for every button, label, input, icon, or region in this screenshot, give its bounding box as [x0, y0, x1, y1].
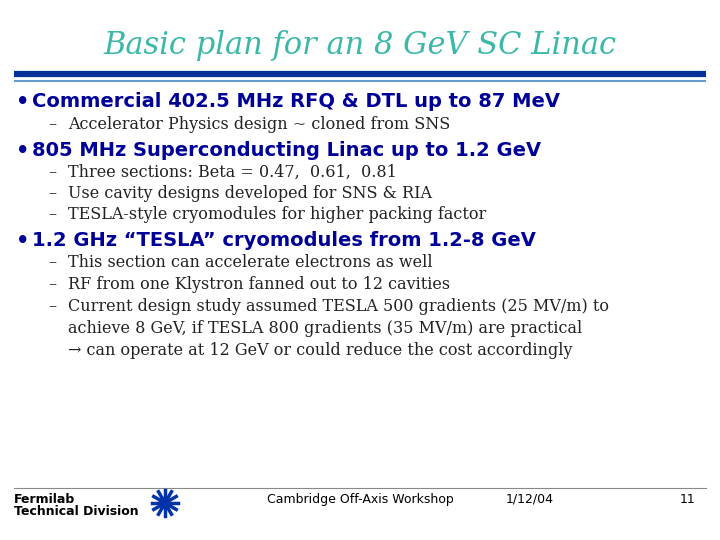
Text: TESLA-style cryomodules for higher packing factor: TESLA-style cryomodules for higher packi… [68, 206, 486, 223]
Text: Current design study assumed TESLA 500 gradients (25 MV/m) to
achieve 8 GeV, if : Current design study assumed TESLA 500 g… [68, 298, 609, 360]
Text: 805 MHz Superconducting Linac up to 1.2 GeV: 805 MHz Superconducting Linac up to 1.2 … [32, 140, 541, 159]
Text: –: – [48, 185, 56, 202]
Text: Technical Division: Technical Division [14, 505, 139, 518]
Text: Cambridge Off-Axis Workshop: Cambridge Off-Axis Workshop [266, 493, 454, 506]
Text: This section can accelerate electrons as well: This section can accelerate electrons as… [68, 254, 433, 272]
Text: RF from one Klystron fanned out to 12 cavities: RF from one Klystron fanned out to 12 ca… [68, 276, 450, 293]
Text: –: – [48, 206, 56, 223]
Text: Fermilab: Fermilab [14, 493, 76, 506]
Text: –: – [48, 116, 56, 133]
Text: 1.2 GHz “TESLA” cryomodules from 1.2-8 GeV: 1.2 GHz “TESLA” cryomodules from 1.2-8 G… [32, 231, 536, 249]
Text: –: – [48, 298, 56, 315]
Text: 11: 11 [679, 493, 695, 506]
Text: –: – [48, 164, 56, 181]
Text: –: – [48, 254, 56, 272]
Text: •: • [16, 231, 30, 251]
Text: –: – [48, 276, 56, 293]
Text: Basic plan for an 8 GeV SC Linac: Basic plan for an 8 GeV SC Linac [104, 30, 616, 61]
Text: •: • [16, 92, 30, 112]
Text: Commercial 402.5 MHz RFQ & DTL up to 87 MeV: Commercial 402.5 MHz RFQ & DTL up to 87 … [32, 92, 560, 111]
Text: 1/12/04: 1/12/04 [506, 493, 554, 506]
Text: •: • [16, 140, 30, 160]
Text: Three sections: Beta = 0.47,  0.61,  0.81: Three sections: Beta = 0.47, 0.61, 0.81 [68, 164, 397, 181]
Text: Accelerator Physics design ~ cloned from SNS: Accelerator Physics design ~ cloned from… [68, 116, 450, 133]
Text: Use cavity designs developed for SNS & RIA: Use cavity designs developed for SNS & R… [68, 185, 432, 202]
